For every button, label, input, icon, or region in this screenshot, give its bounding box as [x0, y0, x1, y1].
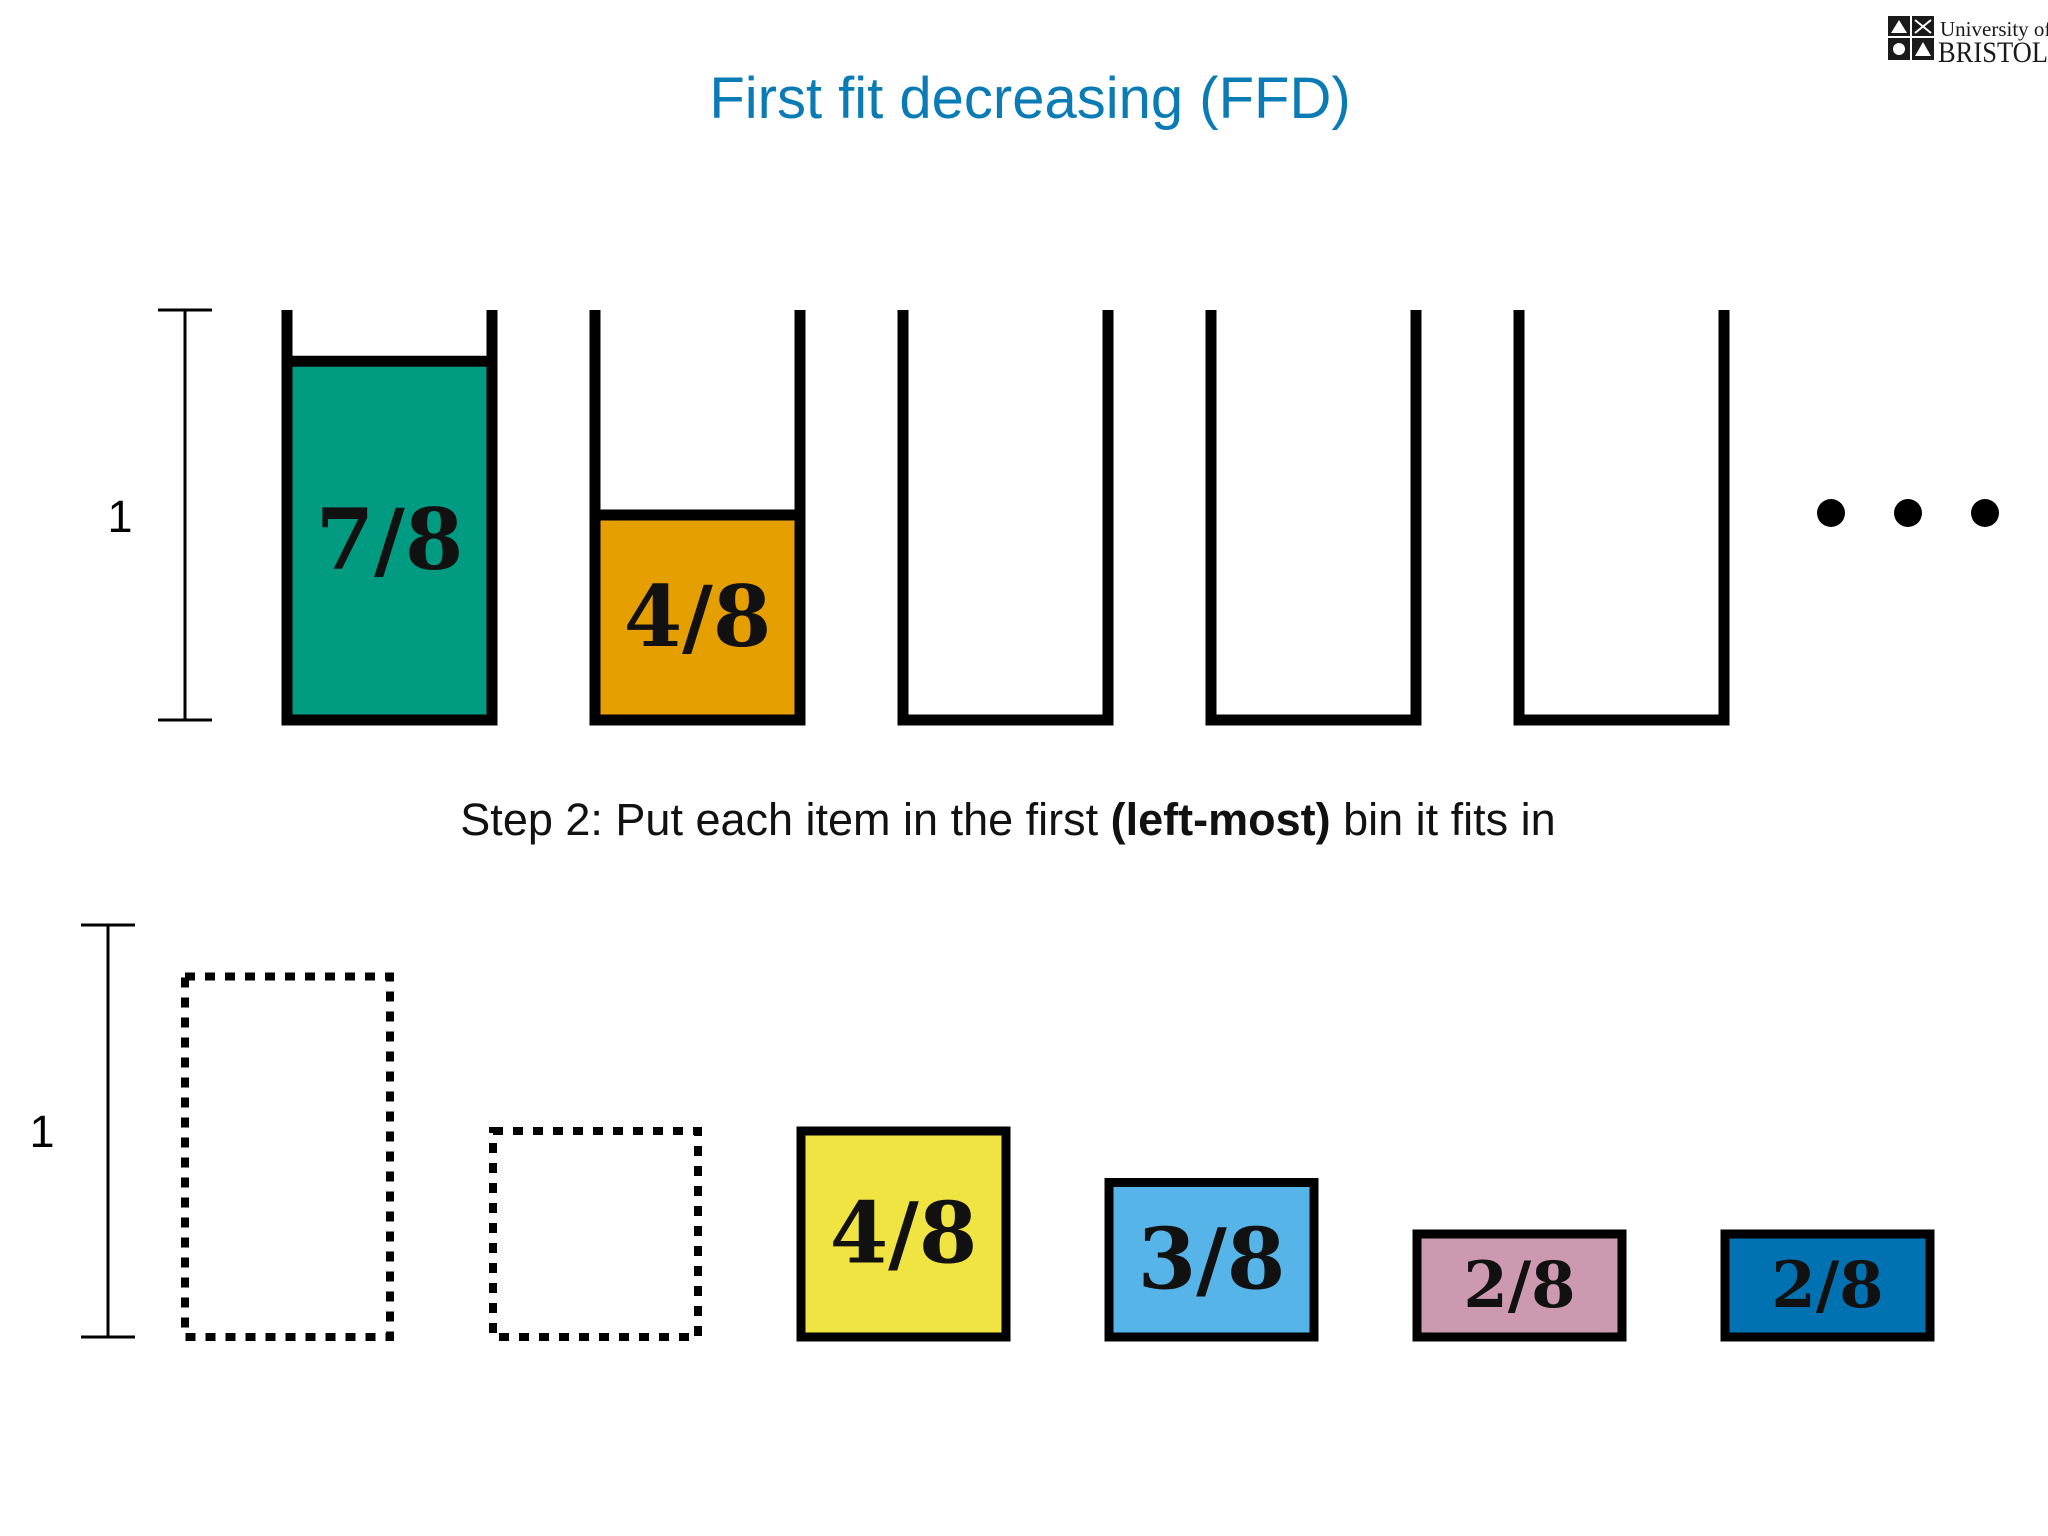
bin-outline-2 — [589, 310, 806, 726]
item-4: 3/8 — [1104, 1178, 1319, 1342]
logo-line-1: University of — [1940, 17, 2048, 41]
bin-outline-5 — [1513, 310, 1730, 726]
slide-title: First fit decreasing (FFD) — [709, 66, 1350, 131]
item-box-5 — [1412, 1229, 1627, 1342]
items-row: 1 4/8 3/8 2/8 2/8 — [29, 923, 1935, 1342]
item-2 — [489, 1127, 702, 1341]
bins-scale-bar — [158, 308, 212, 722]
logo-line-2: BRISTOL — [1938, 36, 2048, 69]
step-instruction-tail: bin it fits in — [1331, 794, 1556, 845]
bin-item-1 — [281, 355, 498, 726]
items-scale-bar — [81, 923, 135, 1339]
item-label-6: 2/8 — [1771, 1248, 1883, 1323]
item-label-4: 3/8 — [1138, 1209, 1286, 1308]
bin-outline-3 — [897, 310, 1114, 726]
bin-4 — [1205, 310, 1422, 726]
item-6: 2/8 — [1720, 1229, 1935, 1342]
bin-item-label-2: 4/8 — [624, 567, 772, 666]
university-crest-icon — [1888, 16, 1934, 60]
items-scale-label: 1 — [29, 1106, 54, 1157]
bin-2: 4/8 — [589, 310, 806, 726]
item-label-5: 2/8 — [1463, 1248, 1575, 1323]
placed-item-outline-2 — [489, 1127, 702, 1341]
university-logo: University of BRISTOL — [1888, 16, 2048, 69]
item-box-4 — [1104, 1178, 1319, 1342]
placed-item-outline-1 — [181, 972, 394, 1341]
more-bins-icon — [1817, 499, 1999, 527]
bins-scale-label: 1 — [107, 491, 132, 542]
item-1 — [181, 972, 394, 1341]
item-box-6 — [1720, 1229, 1935, 1342]
step-instruction: Step 2: Put each item in the first (left… — [460, 794, 1555, 845]
bin-1: 7/8 — [281, 310, 498, 726]
item-box-3 — [796, 1126, 1011, 1342]
bins-group: 7/8 4/8 — [281, 310, 1730, 726]
bins-row: 1 7/8 4/8 — [107, 308, 1999, 726]
bin-5 — [1513, 310, 1730, 726]
bin-item-label-1: 7/8 — [316, 490, 464, 589]
step-instruction-emphasis: (left-most) — [1111, 794, 1331, 845]
item-label-3: 4/8 — [830, 1184, 978, 1283]
item-5: 2/8 — [1412, 1229, 1627, 1342]
items-group: 4/8 3/8 2/8 2/8 — [181, 972, 1935, 1342]
item-3: 4/8 — [796, 1126, 1011, 1342]
bin-outline-1 — [281, 310, 498, 726]
bin-3 — [897, 310, 1114, 726]
step-instruction-text: Step 2: Put each item in the first — [460, 794, 1110, 845]
bin-outline-4 — [1205, 310, 1422, 726]
